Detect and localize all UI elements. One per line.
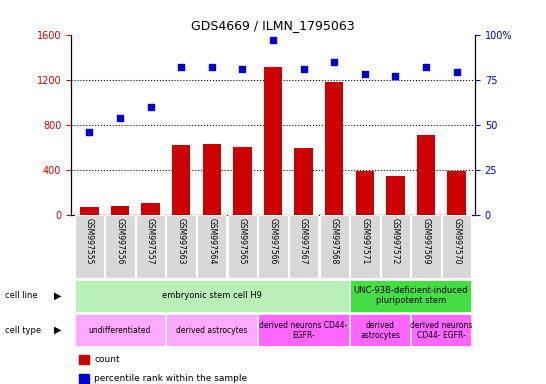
Bar [411,215,441,278]
Text: cell type: cell type [5,326,41,335]
Point [360,71,369,77]
Text: UNC-93B-deficient-induced
pluripotent stem: UNC-93B-deficient-induced pluripotent st… [353,286,468,305]
Bar [411,314,471,346]
Point [299,66,308,72]
Text: GSM997566: GSM997566 [269,218,277,265]
Bar [75,215,104,278]
Text: derived neurons
CD44- EGFR-: derived neurons CD44- EGFR- [410,321,472,340]
Text: GSM997569: GSM997569 [422,218,431,265]
Bar [258,215,288,278]
Bar [258,314,349,346]
Text: GSM997564: GSM997564 [207,218,216,265]
Text: GSM997557: GSM997557 [146,218,155,265]
Bar [325,82,343,215]
Point [330,59,339,65]
Bar [79,355,89,364]
Text: derived
astrocytes: derived astrocytes [360,321,400,340]
Point [422,64,430,70]
Bar [417,135,435,215]
Bar [294,149,313,215]
Point [391,73,400,79]
Bar [75,314,165,346]
Text: ▶: ▶ [54,291,61,301]
Bar [80,207,98,215]
Text: GSM997570: GSM997570 [452,218,461,265]
Bar [442,215,471,278]
Text: undifferentiated: undifferentiated [89,326,151,335]
Bar [172,145,191,215]
Text: GSM997555: GSM997555 [85,218,94,265]
Bar [197,215,227,278]
Bar [105,215,135,278]
Bar [203,144,221,215]
Point [269,37,277,43]
Point [146,104,155,110]
Text: GSM997571: GSM997571 [360,218,369,265]
Bar [75,280,349,311]
Bar [141,203,160,215]
Text: GSM997572: GSM997572 [391,218,400,265]
Text: cell line: cell line [5,291,38,300]
Point [238,66,247,72]
Text: ▶: ▶ [54,325,61,335]
Text: GSM997567: GSM997567 [299,218,308,265]
Bar [111,206,129,215]
Text: embryonic stem cell H9: embryonic stem cell H9 [162,291,262,300]
Text: derived neurons CD44-
EGFR-: derived neurons CD44- EGFR- [259,321,348,340]
Bar [136,215,165,278]
Bar [350,215,379,278]
Bar [350,280,471,311]
Bar [289,215,318,278]
Title: GDS4669 / ILMN_1795063: GDS4669 / ILMN_1795063 [191,19,355,32]
Bar [381,215,410,278]
Point [177,64,186,70]
Text: percentile rank within the sample: percentile rank within the sample [94,374,247,383]
Bar [264,67,282,215]
Text: GSM997556: GSM997556 [115,218,124,265]
Bar [167,314,257,346]
Bar [228,215,257,278]
Point [452,70,461,76]
Bar [233,147,252,215]
Point [85,129,94,135]
Point [116,114,124,121]
Bar [386,175,405,215]
Bar [350,314,410,346]
Text: count: count [94,355,120,364]
Point [207,64,216,70]
Bar [355,171,374,215]
Text: GSM997565: GSM997565 [238,218,247,265]
Bar [167,215,196,278]
Text: GSM997563: GSM997563 [177,218,186,265]
Bar [79,374,89,383]
Bar [319,215,349,278]
Text: GSM997568: GSM997568 [330,218,339,265]
Text: derived astrocytes: derived astrocytes [176,326,247,335]
Bar [448,171,466,215]
